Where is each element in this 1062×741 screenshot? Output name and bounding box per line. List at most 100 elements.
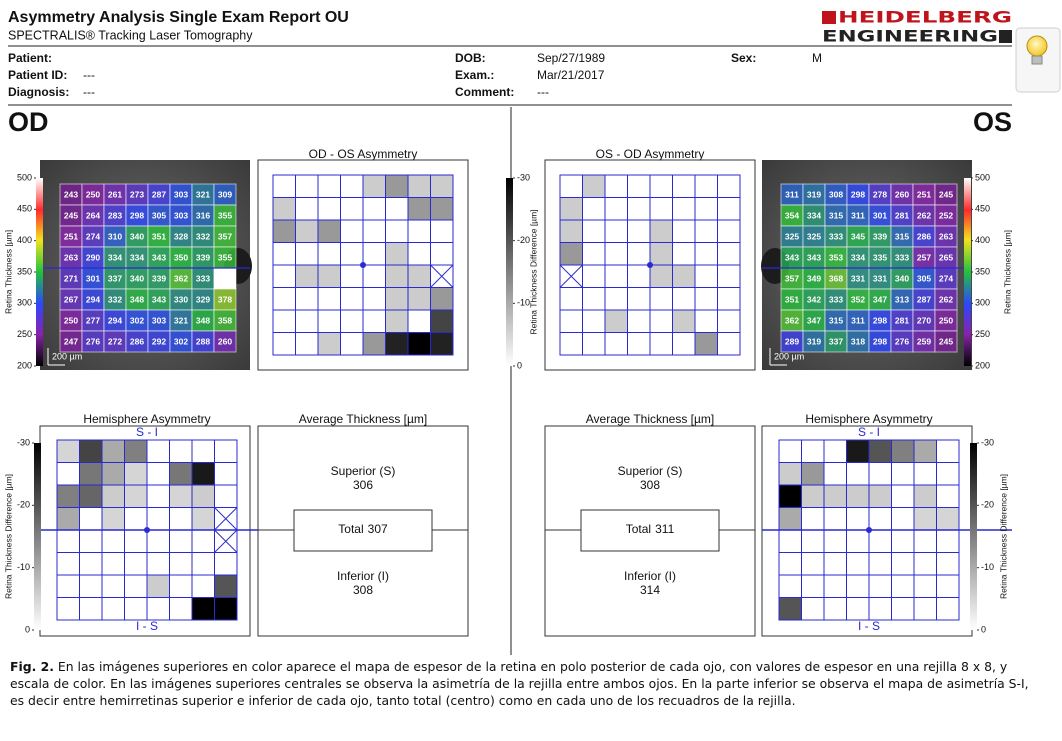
thickness-value: 339 <box>873 231 887 241</box>
hemisphere-cell <box>79 574 103 598</box>
asymmetry-cell <box>672 309 696 333</box>
hemisphere-cell <box>936 574 960 598</box>
hemisphere-cell <box>913 507 937 531</box>
field-label: DOB: <box>455 51 486 65</box>
hemisphere-cell <box>778 484 802 508</box>
asymmetry-cell <box>407 332 431 356</box>
hemisphere-cell <box>146 552 170 576</box>
thickness-value: 261 <box>108 189 122 199</box>
scale-label: Retina Thickness Difference [µm] <box>528 209 538 334</box>
thickness-value: 298 <box>873 315 887 325</box>
thickness-value: 263 <box>64 252 78 262</box>
asymmetry-cell <box>559 219 583 243</box>
scale-bar-label: 200 µm <box>774 351 804 361</box>
asymmetry-cell <box>340 332 364 356</box>
asymmetry-cell <box>407 197 431 221</box>
asymmetry-cell <box>559 174 583 198</box>
thickness-value: 260 <box>895 189 909 199</box>
asymmetry-cell <box>317 219 341 243</box>
report-title: Asymmetry Analysis Single Exam Report OU <box>8 9 349 26</box>
thickness-value: 333 <box>196 273 210 283</box>
thickness-value: 343 <box>807 252 821 262</box>
scale-tick-label: -30 <box>517 172 530 182</box>
thickness-value: 368 <box>829 273 843 283</box>
asymmetry-cell <box>295 264 319 288</box>
asymmetry-cell <box>582 219 606 243</box>
asymmetry-cell <box>385 174 409 198</box>
hemisphere-cell <box>191 462 215 486</box>
scale-label: Retina Thickness Difference [µm] <box>3 474 13 599</box>
thickness-value: 302 <box>130 315 144 325</box>
asymmetry-cell <box>295 197 319 221</box>
hemisphere-cell <box>778 439 802 463</box>
thickness-value: 321 <box>174 315 188 325</box>
hemisphere-cell <box>146 462 170 486</box>
hemisphere-cell <box>891 439 915 463</box>
thickness-value: 331 <box>873 273 887 283</box>
thickness-value: 328 <box>174 231 188 241</box>
asymmetry-cell <box>627 219 651 243</box>
hemisphere-cell <box>191 507 215 531</box>
thickness-value: 294 <box>86 294 100 304</box>
asymmetry-cell <box>604 332 628 356</box>
thickness-value: 334 <box>807 210 821 220</box>
asymmetry-cell <box>317 287 341 311</box>
thickness-value: 329 <box>196 294 210 304</box>
hemisphere-cell <box>146 484 170 508</box>
hemisphere-cell <box>801 507 825 531</box>
thickness-value: 333 <box>895 252 909 262</box>
asymmetry-cell <box>694 287 718 311</box>
excluded-mark <box>214 529 238 553</box>
asymmetry-cell <box>362 219 386 243</box>
scale-tick-label: 0 <box>25 624 30 634</box>
asymmetry-cell <box>649 197 673 221</box>
hemisphere-cell <box>778 529 802 553</box>
thickness-value: 288 <box>196 336 210 346</box>
asymmetry-cell <box>430 242 454 266</box>
asymmetry-cell <box>385 197 409 221</box>
thickness-value: 262 <box>917 210 931 220</box>
hemisphere-cell <box>169 529 193 553</box>
asymmetry-cell <box>649 287 673 311</box>
asymmetry-cell <box>672 174 696 198</box>
thickness-value: 319 <box>807 336 821 346</box>
total-value: 307 <box>368 522 388 536</box>
hemisphere-cell <box>913 597 937 621</box>
asymmetry-cell <box>672 332 696 356</box>
hemisphere-cell <box>823 484 847 508</box>
thickness-value: 250 <box>939 315 953 325</box>
thickness-value: 330 <box>174 294 188 304</box>
asymmetry-cell <box>295 174 319 198</box>
hint-icon[interactable] <box>1015 27 1061 93</box>
thickness-value: 333 <box>829 231 843 241</box>
asymmetry-cell <box>694 309 718 333</box>
hemisphere-cell <box>56 439 80 463</box>
hemisphere-cell <box>79 552 103 576</box>
asymmetry-cell <box>317 197 341 221</box>
asymmetry-cell <box>672 264 696 288</box>
excluded-mark <box>214 507 238 531</box>
scale-tick-label: -10 <box>17 562 30 572</box>
thickness-value: 260 <box>218 336 232 346</box>
eye-label: OS <box>973 107 1012 137</box>
hemisphere-cell <box>124 597 148 621</box>
thickness-value: 247 <box>64 336 78 346</box>
scale-tick-label: 500 <box>17 172 32 182</box>
hemisphere-cell <box>79 484 103 508</box>
hemisphere-cell <box>801 529 825 553</box>
panel-title: Hemisphere Asymmetry <box>83 412 210 426</box>
thickness-value: 298 <box>873 336 887 346</box>
thickness-value: 287 <box>917 294 931 304</box>
hemisphere-cell <box>124 552 148 576</box>
hemisphere-cell <box>101 439 125 463</box>
hemisphere-cell <box>124 462 148 486</box>
thickness-value: 355 <box>218 252 232 262</box>
total-box <box>580 509 720 552</box>
asymmetry-cell <box>559 309 583 333</box>
report: Asymmetry Analysis Single Exam Report OU… <box>3 8 1061 655</box>
superior-label: Superior (S) <box>618 464 683 478</box>
hemisphere-cell <box>146 507 170 531</box>
thickness-value: 331 <box>851 273 865 283</box>
thickness-value: 303 <box>152 315 166 325</box>
asymmetry-cell <box>430 219 454 243</box>
